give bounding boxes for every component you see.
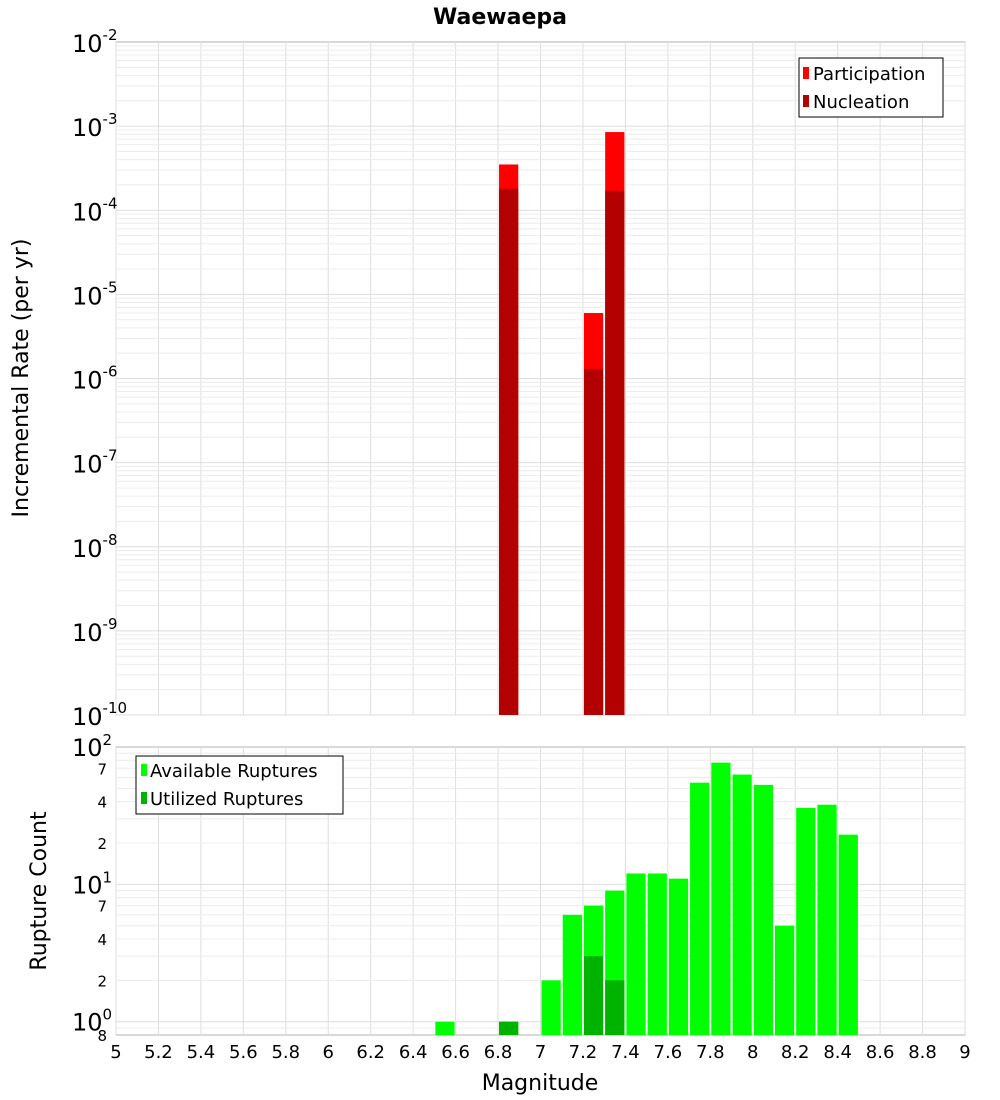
top-legend-box [798, 57, 944, 118]
x-tick-label: 5.4 [187, 1042, 216, 1063]
available-ruptures-bar [435, 1021, 455, 1035]
top-y-tick-label: 10-5 [72, 278, 118, 310]
top-y-tick-label: 10-6 [72, 363, 118, 395]
x-tick-label: 7.8 [696, 1042, 725, 1063]
nucleation-bar [605, 190, 625, 716]
top-y-tick-label: 10-7 [72, 447, 118, 479]
top-y-tick-label: 10-8 [72, 531, 118, 563]
bottom-y-minor-tick-label: 4 [97, 794, 107, 812]
x-tick-label: 8.2 [781, 1042, 810, 1063]
available-ruptures-bar [753, 784, 773, 1035]
available-ruptures-bar [541, 980, 561, 1035]
bottom-y-major-tick-label: 102 [72, 731, 112, 762]
available-ruptures-bar [690, 782, 710, 1035]
bottom-y-axis-label: Rupture Count [27, 811, 52, 971]
top-y-tick-label: 10-10 [72, 699, 127, 731]
available-ruptures-bar [647, 873, 667, 1035]
x-tick-label: 8.8 [908, 1042, 937, 1063]
bottom-legend: Available Ruptures Utilized Ruptures [135, 755, 344, 815]
bottom-y-minor-tick-label: 2 [97, 835, 107, 853]
top-y-tick-label: 10-3 [72, 110, 118, 142]
utilized-ruptures-bar [605, 980, 625, 1035]
x-tick-label: 7.2 [569, 1042, 598, 1063]
x-tick-label: 6.4 [399, 1042, 428, 1063]
utilized-ruptures-bar [583, 956, 604, 1035]
x-tick-label: 8.4 [823, 1042, 852, 1063]
bottom-y-minor-tick-label: 7 [97, 898, 107, 916]
top-y-tick-label: 10-4 [72, 194, 118, 226]
available-ruptures-bar [732, 774, 752, 1035]
legend-label-nucleation: Nucleation [813, 92, 909, 113]
x-tick-labels: 5 5.2 5.4 5.6 5.8 6 6.2 6.4 6.6 6.8 7 7.2 7.4 7.6 7.8 8… [110, 1042, 970, 1063]
nucleation-bar [583, 368, 604, 715]
x-tick-label: 5 [110, 1042, 121, 1063]
top-gridlines [115, 42, 966, 716]
x-tick-label: 8 [747, 1042, 758, 1063]
x-tick-label: 8.6 [866, 1042, 895, 1063]
nucleation-bar [499, 188, 519, 715]
x-tick-label: 7 [535, 1042, 546, 1063]
available-ruptures-bar [711, 762, 731, 1035]
legend-swatch-participation [803, 67, 809, 79]
top-legend: Participation Nucleation [798, 57, 944, 118]
available-ruptures-bar [838, 834, 858, 1035]
available-ruptures-bar [796, 807, 816, 1035]
bottom-y-minor-tick-label: 8 [97, 1027, 107, 1045]
x-tick-label: 9 [959, 1042, 970, 1063]
legend-swatch-nucleation [803, 95, 809, 107]
x-tick-label: 6.6 [441, 1042, 470, 1063]
x-tick-label: 6.2 [356, 1042, 385, 1063]
available-ruptures-bar [774, 925, 795, 1035]
x-tick-label: 7.6 [654, 1042, 683, 1063]
x-tick-label: 5.2 [144, 1042, 173, 1063]
bottom-gridlines [115, 747, 966, 1035]
top-bars [499, 132, 625, 716]
chart-title: Waewaepa [433, 5, 567, 30]
x-tick-label: 5.8 [271, 1042, 300, 1063]
top-y-tick-label: 10-2 [72, 26, 118, 58]
bottom-y-minor-tick-label: 4 [97, 931, 107, 949]
x-axis-label: Magnitude [482, 1071, 599, 1096]
legend-label-participation: Participation [813, 64, 925, 85]
x-tick-label: 6.8 [484, 1042, 513, 1063]
x-tick-label: 6 [323, 1042, 334, 1063]
available-ruptures-bar [562, 914, 582, 1035]
bottom-bars [435, 762, 858, 1035]
bottom-y-minor-tick-label: 7 [97, 760, 107, 778]
available-ruptures-bar [626, 873, 646, 1035]
bottom-y-minor-tick-label: 2 [97, 972, 107, 990]
x-tick-label: 7.4 [611, 1042, 640, 1063]
legend-label-available: Available Ruptures [150, 761, 318, 782]
legend-swatch-available [141, 764, 147, 776]
available-ruptures-bar [817, 804, 837, 1035]
utilized-ruptures-bar [499, 1021, 519, 1035]
bottom-y-major-tick-label: 101 [72, 868, 112, 899]
bottom-legend-box [135, 755, 344, 815]
incremental-rate-panel: 10-2 10-3 10-4 10-5 10-6 10-7 10-8 10-9 10-10 In… [9, 26, 966, 731]
legend-label-utilized: Utilized Ruptures [150, 789, 303, 810]
top-y-axis-label: Incremental Rate (per yr) [9, 239, 34, 518]
top-y-tick-label: 10-9 [72, 615, 118, 647]
available-ruptures-bar [668, 878, 689, 1035]
x-tick-label: 5.6 [229, 1042, 258, 1063]
legend-swatch-utilized [141, 792, 147, 804]
